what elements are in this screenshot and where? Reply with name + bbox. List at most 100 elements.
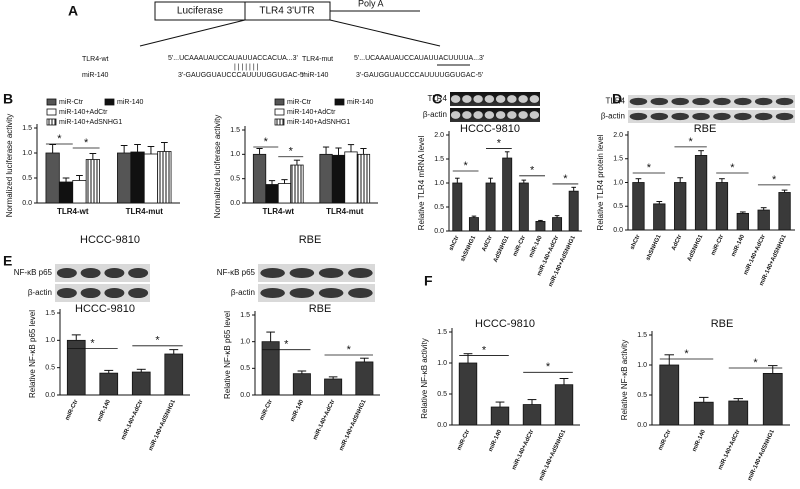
blot-band	[671, 97, 689, 106]
blot-strip	[258, 264, 375, 282]
bar	[157, 151, 172, 204]
x-tick-label: miR-140+AdCtr	[511, 428, 535, 471]
bar	[290, 164, 304, 204]
blot-band	[754, 112, 773, 121]
legend-swatch	[334, 98, 345, 106]
y-tick-label: 0.0	[230, 200, 240, 207]
x-tick-label: AdSNHG1	[687, 233, 705, 262]
bar	[356, 153, 371, 204]
bar	[736, 212, 749, 231]
blot-strip	[628, 110, 795, 123]
x-tick-label: miR-Ctr	[512, 234, 527, 257]
blot-band	[713, 97, 731, 106]
x-tick-label: miR-140+AdCtr	[121, 398, 145, 441]
significance-star: *	[155, 335, 160, 347]
y-tick-label: 0.0	[434, 228, 444, 235]
significance-star: *	[284, 339, 289, 351]
y-axis-label: Normalized luciferase activity	[5, 114, 14, 218]
blot-band	[495, 111, 506, 119]
bar	[715, 182, 729, 231]
significance-star: *	[546, 361, 551, 373]
y-axis-label: Relative NF-κB p65 level	[28, 310, 37, 398]
bracket-line	[139, 19, 246, 47]
y-tick-label: 1.5	[45, 310, 55, 317]
box-label: Luciferase	[177, 6, 224, 17]
bar	[85, 159, 100, 204]
bar	[324, 378, 343, 396]
blot-band	[450, 95, 461, 103]
bar	[518, 182, 529, 232]
panel-letter: F	[424, 273, 433, 289]
blot-band	[289, 267, 315, 279]
chart-title: HCCC-9810	[75, 303, 135, 315]
legend-swatch	[46, 118, 57, 126]
seq-label: miR-140	[82, 72, 109, 79]
chart-title: HCCC-9810	[460, 123, 520, 135]
y-axis-label: Normalized luciferase activity	[213, 115, 222, 219]
significance-star: *	[90, 337, 95, 349]
blot-band	[80, 267, 101, 279]
legend-swatch	[274, 118, 285, 126]
blot-band	[260, 287, 285, 299]
blot-band	[692, 97, 710, 106]
blot-band	[289, 287, 315, 299]
legend-label: miR-Ctr	[59, 99, 84, 106]
chart-title: HCCC-9810	[475, 318, 535, 330]
blot-band	[734, 97, 752, 106]
x-tick-label: miR-140+AdCtr	[743, 233, 767, 276]
panel-letter: B	[3, 91, 13, 107]
blot-label: β-actin	[601, 112, 625, 121]
y-tick-label: 1.0	[437, 360, 447, 367]
significance-star: *	[289, 146, 294, 158]
bar	[131, 371, 151, 396]
y-axis-label: Relative NF-κB activity	[620, 340, 629, 420]
bar	[468, 217, 479, 232]
legend-swatch	[46, 108, 57, 116]
blot-strip	[450, 108, 540, 122]
significance-star: *	[684, 348, 689, 360]
y-tick-label: 1.0	[45, 337, 55, 344]
significance-star: *	[497, 137, 502, 149]
blot-band	[260, 267, 285, 279]
bar	[693, 401, 714, 426]
y-tick-label: 0.5	[434, 204, 444, 211]
y-tick-label: 0.5	[45, 365, 55, 372]
blot-band	[484, 111, 495, 119]
bar	[535, 220, 546, 232]
y-axis-label: Relative TLR4 mRNA level	[417, 136, 426, 231]
bar	[694, 155, 708, 231]
blot-label: NF-κB p65	[217, 268, 256, 277]
blot-band	[529, 95, 540, 103]
blot-band	[507, 95, 517, 103]
bar	[458, 362, 478, 426]
significance-star: *	[347, 344, 352, 356]
bar	[292, 373, 311, 396]
x-tick-label: miR-140+AdCtr	[718, 428, 742, 471]
y-tick-label: 1.5	[22, 125, 32, 132]
y-tick-label: 0.5	[613, 203, 623, 210]
y-tick-label: 0.0	[613, 227, 623, 234]
blot-band	[56, 287, 77, 299]
x-tick-label: TLR4-wt	[57, 207, 89, 216]
x-tick-label: TLR4-mut	[326, 207, 364, 216]
blot-label: β-actin	[231, 288, 255, 297]
y-tick-label: 1.5	[437, 329, 447, 336]
blot-strip	[628, 95, 795, 108]
y-tick-label: 0.0	[637, 422, 647, 429]
bar	[265, 184, 279, 204]
x-tick-label: miR-140	[488, 428, 504, 452]
blot-band	[692, 112, 710, 121]
blot-band	[462, 95, 472, 103]
y-axis-label: Relative NF-κB activity	[420, 338, 429, 418]
y-tick-label: 1.0	[613, 179, 623, 186]
x-tick-label: AdCtr	[481, 234, 494, 252]
x-tick-label: miR-Ctr	[658, 428, 673, 451]
blot-band	[462, 111, 472, 119]
legend-swatch	[274, 108, 285, 116]
significance-star: *	[84, 137, 89, 149]
legend-swatch	[46, 98, 57, 106]
x-tick-label: miR-Ctr	[457, 428, 472, 451]
y-axis-label: Relative TLR4 protein level	[596, 134, 605, 230]
blot-band	[518, 111, 528, 119]
x-tick-label: miR-Ctr	[259, 398, 274, 421]
